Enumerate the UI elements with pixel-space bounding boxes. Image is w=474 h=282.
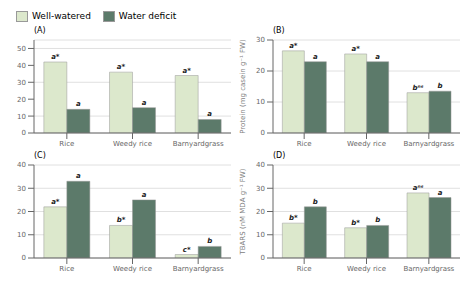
svg-text:20: 20	[17, 208, 26, 216]
svg-text:Rice: Rice	[59, 140, 74, 148]
svg-text:0: 0	[22, 254, 26, 262]
svg-text:Weedy rice: Weedy rice	[113, 265, 152, 273]
svg-text:20: 20	[256, 67, 265, 75]
svg-text:a*: a*	[51, 198, 60, 206]
svg-text:a: a	[142, 191, 147, 199]
svg-text:40: 40	[17, 62, 26, 70]
svg-text:10: 10	[17, 113, 26, 121]
svg-text:a*: a*	[289, 42, 298, 50]
svg-text:a: a	[207, 110, 212, 118]
html-text:(B): (B)	[273, 26, 285, 35]
html-text:(D): (D)	[273, 151, 286, 160]
svg-text:Barnyardgrass: Barnyardgrass	[173, 265, 224, 273]
html-text:(A): (A)	[34, 26, 46, 35]
svg-text:40: 40	[256, 161, 265, 169]
svg-text:Rice: Rice	[297, 140, 312, 148]
svg-text:bⁿˢ: bⁿˢ	[413, 84, 424, 92]
svg-text:a*: a*	[182, 67, 191, 75]
svg-text:aⁿˢ: aⁿˢ	[413, 184, 424, 192]
svg-text:a: a	[438, 189, 443, 197]
svg-text:30: 30	[17, 79, 26, 87]
svg-text:20: 20	[256, 208, 265, 216]
svg-text:a*: a*	[117, 63, 126, 71]
svg-text:a: a	[375, 53, 380, 61]
svg-text:Barnyardgrass: Barnyardgrass	[173, 140, 224, 148]
svg-text:b*: b*	[289, 214, 298, 222]
svg-text:a: a	[313, 53, 318, 61]
svg-text:a: a	[76, 172, 81, 180]
svg-text:50: 50	[17, 45, 26, 53]
svg-text:Barnyardgrass: Barnyardgrass	[403, 140, 454, 148]
svg-text:b: b	[207, 237, 212, 245]
svg-text:0: 0	[261, 129, 265, 137]
svg-text:b: b	[375, 216, 380, 224]
html-text:(C): (C)	[34, 151, 46, 160]
svg-text:a: a	[76, 100, 81, 108]
svg-text:30: 30	[256, 36, 265, 44]
svg-text:10: 10	[256, 98, 265, 106]
svg-text:Barnyardgrass: Barnyardgrass	[403, 265, 454, 273]
svg-text:b: b	[313, 198, 318, 206]
svg-text:TBARS (nM MDA g⁻¹ FW): TBARS (nM MDA g⁻¹ FW)	[239, 168, 247, 255]
html-text:Water deficit: Water deficit	[118, 11, 177, 21]
svg-text:c*: c*	[183, 246, 191, 254]
svg-text:Rice: Rice	[59, 265, 74, 273]
svg-text:b: b	[438, 82, 443, 90]
svg-text:0: 0	[22, 129, 26, 137]
svg-text:40: 40	[17, 161, 26, 169]
svg-text:30: 30	[256, 185, 265, 193]
svg-text:a*: a*	[51, 53, 60, 61]
svg-text:30: 30	[17, 185, 26, 193]
svg-text:0: 0	[261, 254, 265, 262]
svg-text:10: 10	[17, 231, 26, 239]
svg-text:b*: b*	[351, 219, 360, 227]
html-text:Well-watered: Well-watered	[32, 11, 91, 21]
svg-text:Weedy rice: Weedy rice	[347, 265, 386, 273]
svg-text:b*: b*	[117, 216, 126, 224]
svg-text:Rice: Rice	[297, 265, 312, 273]
svg-text:a*: a*	[351, 45, 360, 53]
svg-text:Weedy rice: Weedy rice	[347, 140, 386, 148]
svg-text:10: 10	[256, 231, 265, 239]
svg-text:Protein (mg casein g⁻¹ FW): Protein (mg casein g⁻¹ FW)	[239, 39, 247, 134]
svg-text:20: 20	[17, 96, 26, 104]
svg-text:a: a	[142, 99, 147, 107]
svg-text:Weedy rice: Weedy rice	[113, 140, 152, 148]
